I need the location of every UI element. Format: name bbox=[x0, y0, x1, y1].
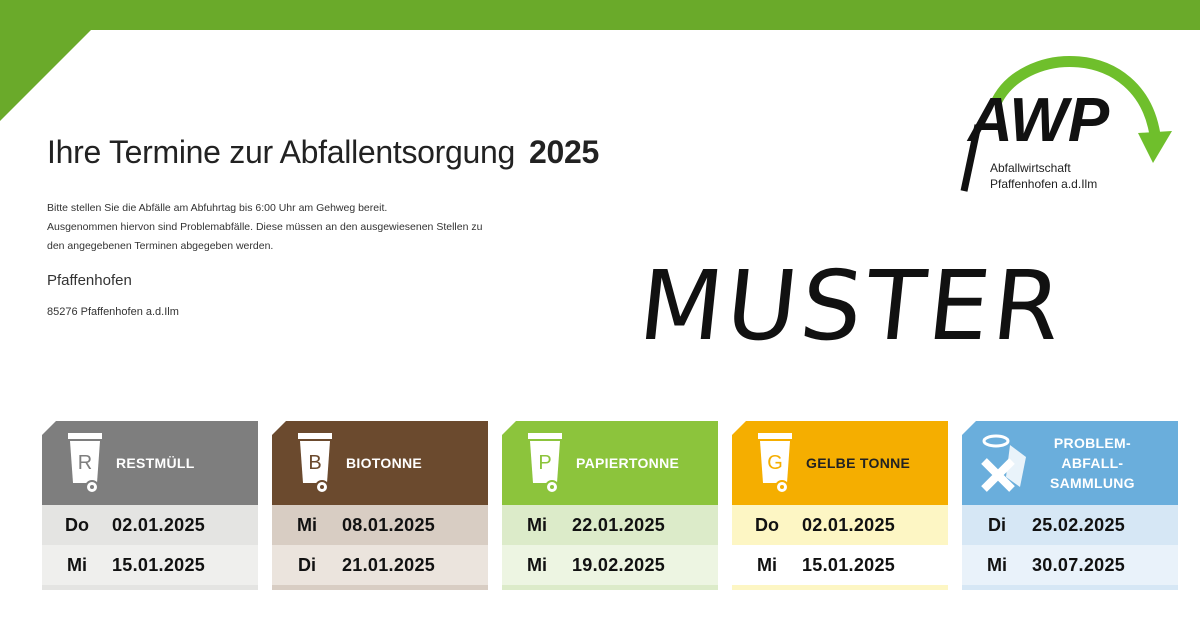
date: 08.01.2025 bbox=[342, 514, 436, 535]
date-row: Mi 08.01.2025 bbox=[272, 505, 488, 545]
awp-logo: AWP Abfallwirtschaft Pfaffenhofen a.d.Il… bbox=[960, 56, 1172, 192]
bin-label-line: ABFALL- bbox=[1061, 455, 1124, 471]
card-footer bbox=[42, 585, 258, 590]
city-name: Pfaffenhofen bbox=[47, 272, 132, 289]
top-green-bar bbox=[0, 0, 1200, 30]
card-footer bbox=[732, 585, 948, 590]
logo-text: AWP bbox=[966, 86, 1110, 155]
logo-sub1: Abfallwirtschaft bbox=[990, 161, 1071, 175]
date-row: Mi 19.02.2025 bbox=[502, 545, 718, 585]
bin-label: BIOTONNE bbox=[346, 455, 423, 471]
bin-header: G GELBE TONNE bbox=[732, 421, 948, 505]
weekday: Mi bbox=[297, 514, 317, 535]
corner-decoration bbox=[0, 29, 92, 121]
date-row: Mi 30.07.2025 bbox=[962, 545, 1178, 585]
intro-text: Bitte stellen Sie die Abfälle am Abfuhrt… bbox=[47, 199, 637, 256]
weekday: Mi bbox=[527, 554, 547, 575]
date-row: Mi 22.01.2025 bbox=[502, 505, 718, 545]
bin-label-wrap: PROBLEM- ABFALL- SAMMLUNG bbox=[1050, 433, 1135, 493]
card-footer bbox=[962, 585, 1178, 590]
bin-label-line: SAMMLUNG bbox=[1050, 475, 1135, 491]
title-text: Ihre Termine zur Abfallentsorgung bbox=[47, 134, 516, 170]
date: 30.07.2025 bbox=[1032, 554, 1126, 575]
date: 22.01.2025 bbox=[572, 514, 666, 535]
title-year: 2025 bbox=[529, 134, 600, 170]
date: 21.01.2025 bbox=[342, 554, 436, 575]
bin-label-wrap: GELBE TONNE bbox=[806, 453, 910, 473]
logo-sub2: Pfaffenhofen a.d.Ilm bbox=[990, 177, 1097, 191]
bin-label-wrap: BIOTONNE bbox=[346, 453, 422, 473]
date-row: Do 02.01.2025 bbox=[732, 505, 948, 545]
hazard-icon bbox=[981, 434, 1026, 492]
date: 25.02.2025 bbox=[1032, 514, 1126, 535]
card-footer bbox=[272, 585, 488, 590]
date: 15.01.2025 bbox=[112, 554, 206, 575]
page-title: Ihre Termine zur Abfallentsorgung 2025 bbox=[47, 134, 599, 171]
weekday: Do bbox=[65, 514, 89, 535]
bin-card: G GELBE TONNE Do 02.01.2025 Mi 15.01.2025 bbox=[732, 421, 948, 590]
weekday: Mi bbox=[527, 514, 547, 535]
intro-line: Bitte stellen Sie die Abfälle am Abfuhrt… bbox=[47, 202, 388, 214]
date-row: Mi 15.01.2025 bbox=[732, 545, 948, 585]
bin-label: RESTMÜLL bbox=[116, 455, 195, 471]
bin-icon: P bbox=[528, 433, 562, 494]
bin-card: P PAPIERTONNE Mi 22.01.2025 Mi 19.02.2025 bbox=[502, 421, 718, 590]
bin-label-wrap: RESTMÜLL bbox=[116, 453, 195, 473]
bin-letter: R bbox=[78, 452, 92, 474]
weekday: Mi bbox=[757, 554, 777, 575]
bin-letter: G bbox=[767, 452, 783, 474]
weekday: Di bbox=[298, 554, 316, 575]
bin-letter: B bbox=[308, 452, 321, 474]
weekday: Di bbox=[988, 514, 1006, 535]
address: 85276 Pfaffenhofen a.d.Ilm bbox=[47, 306, 179, 318]
date-row: Mi 15.01.2025 bbox=[42, 545, 258, 585]
watermark: MUSTER bbox=[634, 250, 1070, 362]
weekday: Do bbox=[755, 514, 779, 535]
bin-icon: R bbox=[68, 433, 102, 494]
bin-label-line: PROBLEM- bbox=[1053, 435, 1131, 451]
weekday: Mi bbox=[67, 554, 87, 575]
intro-line: Ausgenommen hiervon sind Problemabfälle.… bbox=[47, 221, 483, 233]
bin-header: P PAPIERTONNE bbox=[502, 421, 718, 505]
bin-label: PAPIERTONNE bbox=[576, 455, 680, 471]
date: 02.01.2025 bbox=[802, 514, 896, 535]
bin-header: R RESTMÜLL bbox=[42, 421, 258, 505]
bin-icon: B bbox=[298, 433, 332, 494]
card-footer bbox=[502, 585, 718, 590]
bin-label-wrap: PAPIERTONNE bbox=[576, 453, 679, 473]
date: 19.02.2025 bbox=[572, 554, 666, 575]
bin-header: B BIOTONNE bbox=[272, 421, 488, 505]
intro-line: den angegebenen Terminen abgegeben werde… bbox=[47, 240, 274, 252]
date: 02.01.2025 bbox=[112, 514, 206, 535]
bin-icon: G bbox=[758, 433, 792, 494]
bin-card: B BIOTONNE Mi 08.01.2025 Di 21.01.2025 bbox=[272, 421, 488, 590]
bin-card: R RESTMÜLL Do 02.01.2025 Mi 15.01.2025 bbox=[42, 421, 258, 590]
bin-letter: P bbox=[538, 452, 551, 474]
bin-header: PROBLEM- ABFALL- SAMMLUNG bbox=[962, 421, 1178, 505]
date-row: Di 25.02.2025 bbox=[962, 505, 1178, 545]
weekday: Mi bbox=[987, 554, 1007, 575]
date: 15.01.2025 bbox=[802, 554, 896, 575]
bin-label: GELBE TONNE bbox=[806, 455, 911, 471]
bin-card: PROBLEM- ABFALL- SAMMLUNG Di 25.02.2025 Mi 30.… bbox=[962, 421, 1178, 590]
date-row: Di 21.01.2025 bbox=[272, 545, 488, 585]
date-row: Do 02.01.2025 bbox=[42, 505, 258, 545]
